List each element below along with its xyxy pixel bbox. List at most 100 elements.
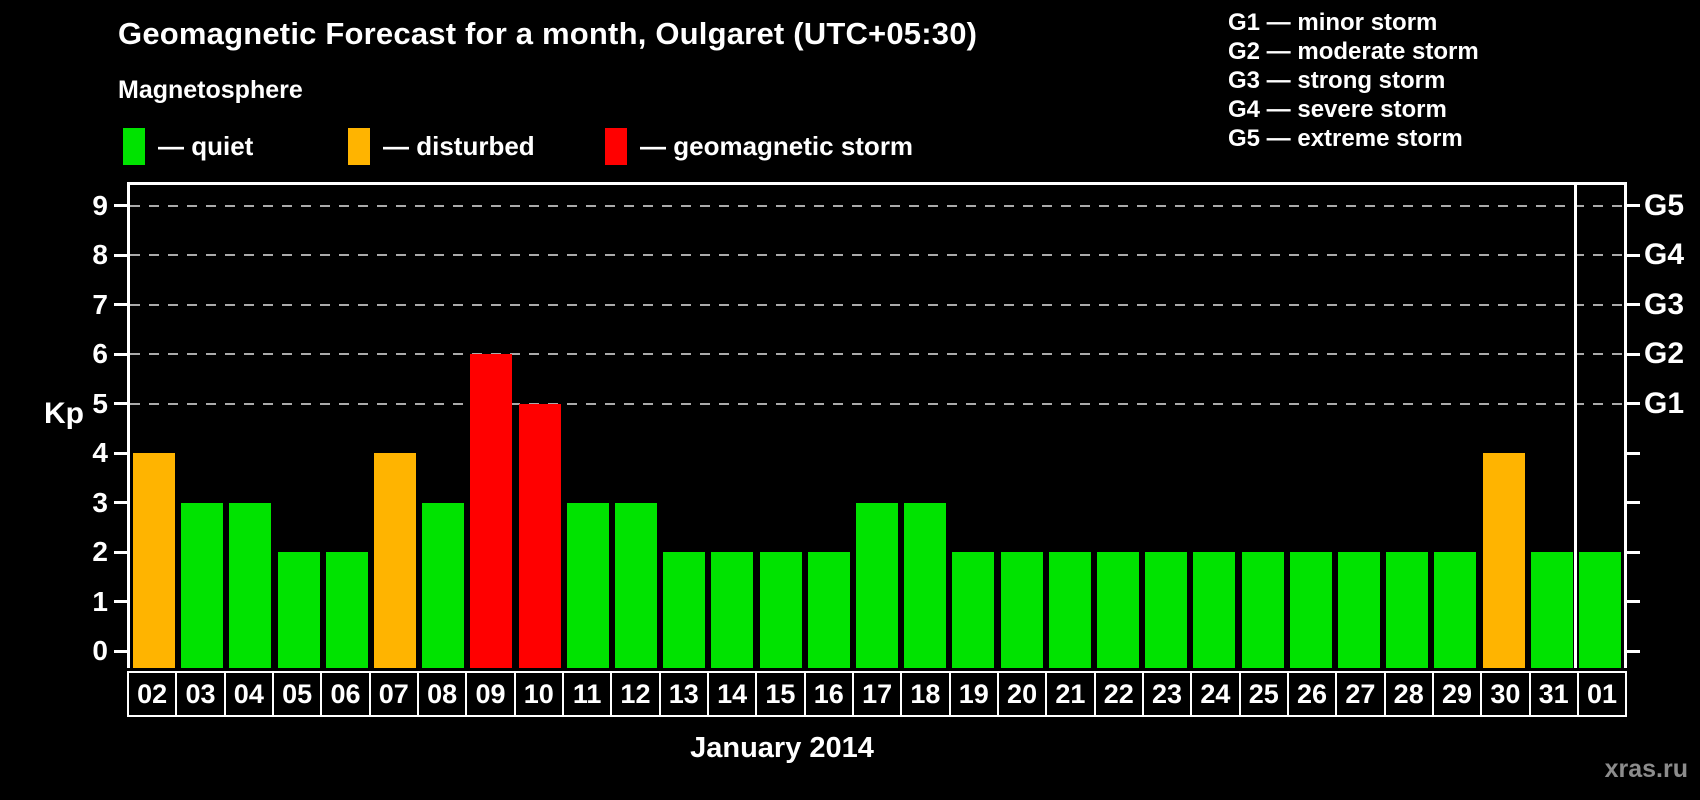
storm-level-gridline-g5 — [130, 204, 1624, 207]
storm-scale-g4: G4 — severe storm — [1228, 96, 1447, 123]
bar-day-02 — [133, 453, 176, 668]
bar-day-27 — [1337, 552, 1380, 668]
y-axis-tick-label: 6 — [92, 338, 108, 369]
month-label: January 2014 — [690, 732, 874, 764]
right-axis-tick — [1627, 501, 1640, 504]
watermark: xras.ru — [1604, 755, 1688, 783]
y-axis-tick-label: 5 — [92, 387, 108, 419]
day-label-17: 17 — [851, 671, 903, 717]
bar-day-13 — [663, 552, 706, 668]
legend-label-quiet: — quiet — [158, 130, 254, 161]
right-axis-tick — [1627, 600, 1640, 603]
bar-day-10 — [518, 403, 561, 668]
legend-label-storm: — geomagnetic storm — [640, 130, 914, 161]
day-label-20: 20 — [996, 671, 1048, 717]
storm-scale-g5: G5 — extreme storm — [1228, 125, 1463, 152]
day-label-18: 18 — [900, 671, 951, 717]
quiet-color-swatch — [123, 127, 145, 165]
day-label-05: 05 — [271, 671, 323, 717]
y-axis-tick-label: 9 — [92, 189, 108, 221]
y-axis-tick — [114, 204, 127, 207]
day-label-16: 16 — [803, 671, 854, 717]
bar-day-20 — [1000, 552, 1043, 668]
y-axis-tick-label: 3 — [92, 486, 108, 518]
y-axis-tick — [114, 501, 127, 504]
day-label-29: 29 — [1431, 671, 1483, 717]
bar-day-14 — [711, 552, 754, 668]
legend-item-storm: — geomagnetic storm — [605, 124, 913, 168]
bar-day-19 — [952, 552, 995, 668]
day-label-24: 24 — [1190, 671, 1241, 717]
storm-scale-g2: G2 — moderate storm — [1228, 38, 1479, 65]
day-label-01: 01 — [1576, 671, 1628, 717]
disturbed-color-swatch — [348, 127, 370, 165]
bar-day-15 — [759, 552, 802, 668]
bar-day-17 — [856, 502, 898, 668]
day-label-13: 13 — [658, 671, 709, 717]
storm-scale-g1: G1 — minor storm — [1228, 9, 1438, 36]
day-label-26: 26 — [1286, 671, 1338, 717]
bar-day-05 — [277, 552, 320, 668]
day-label-09: 09 — [465, 671, 516, 717]
right-axis-tick — [1627, 303, 1640, 306]
y-axis-tick-label: 0 — [92, 635, 108, 666]
day-label-06: 06 — [320, 671, 371, 717]
storm-color-swatch — [605, 127, 627, 165]
storm-level-gridline-g1 — [130, 402, 1624, 405]
y-axis-tick-label: 8 — [92, 239, 108, 270]
bar-day-26 — [1289, 552, 1332, 668]
day-label-25: 25 — [1238, 671, 1289, 717]
day-label-30: 30 — [1480, 671, 1531, 717]
bar-day-23 — [1145, 552, 1188, 668]
storm-level-gridline-g2 — [130, 353, 1624, 355]
bar-day-18 — [904, 502, 947, 668]
y-axis-tick-label: 2 — [92, 536, 108, 567]
storm-level-label-g4: G4 — [1644, 238, 1685, 271]
y-axis-tick — [114, 451, 127, 455]
y-axis-tick-label: 7 — [92, 288, 108, 320]
bar-day-24 — [1193, 552, 1236, 668]
day-label-03: 03 — [175, 671, 226, 717]
right-axis-tick — [1627, 649, 1640, 653]
bar-day-12 — [615, 502, 658, 668]
legend-label-disturbed: — disturbed — [383, 130, 535, 161]
storm-scale-g3: G3 — strong storm — [1228, 67, 1446, 94]
y-axis-tick — [114, 253, 127, 257]
day-label-02: 02 — [127, 671, 178, 717]
day-label-31: 31 — [1528, 671, 1579, 717]
day-label-11: 11 — [561, 671, 613, 717]
storm-level-gridline-g4 — [130, 254, 1624, 256]
legend-item-quiet: — quiet — [123, 124, 253, 168]
day-label-10: 10 — [513, 671, 564, 717]
day-label-28: 28 — [1383, 671, 1434, 717]
storm-level-label-g3: G3 — [1644, 287, 1685, 321]
right-axis-tick — [1627, 352, 1640, 356]
magnetosphere-label: Magnetosphere — [118, 76, 303, 104]
page-title: Geomagnetic Forecast for a month, Oulgar… — [118, 16, 978, 51]
storm-level-gridline-g3 — [130, 303, 1624, 306]
y-axis-tick — [114, 649, 127, 653]
day-label-14: 14 — [706, 671, 758, 717]
day-label-15: 15 — [755, 671, 806, 717]
day-label-27: 27 — [1335, 671, 1386, 717]
bar-day-29 — [1434, 552, 1477, 668]
y-axis-label: Kp — [44, 397, 84, 430]
day-label-22: 22 — [1093, 671, 1144, 717]
bar-day-30 — [1482, 453, 1525, 668]
right-axis-tick — [1627, 402, 1640, 405]
bar-day-21 — [1048, 552, 1091, 668]
y-axis-tick — [114, 600, 127, 603]
day-label-08: 08 — [416, 671, 468, 717]
bar-day-25 — [1241, 552, 1284, 668]
day-label-04: 04 — [223, 671, 274, 717]
bar-day-07 — [374, 453, 417, 668]
bar-day-31 — [1530, 552, 1573, 668]
bar-day-03 — [181, 502, 224, 668]
month-separator — [1574, 185, 1578, 668]
bar-day-16 — [807, 552, 850, 668]
y-axis-tick-label: 4 — [92, 437, 108, 468]
bar-day-09 — [470, 354, 513, 668]
bar-day-01 — [1578, 552, 1621, 668]
day-label-07: 07 — [368, 671, 419, 717]
